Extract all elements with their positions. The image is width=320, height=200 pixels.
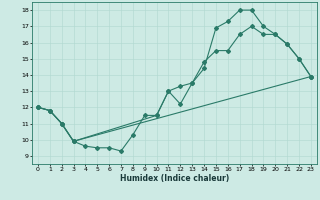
X-axis label: Humidex (Indice chaleur): Humidex (Indice chaleur) [120, 174, 229, 183]
